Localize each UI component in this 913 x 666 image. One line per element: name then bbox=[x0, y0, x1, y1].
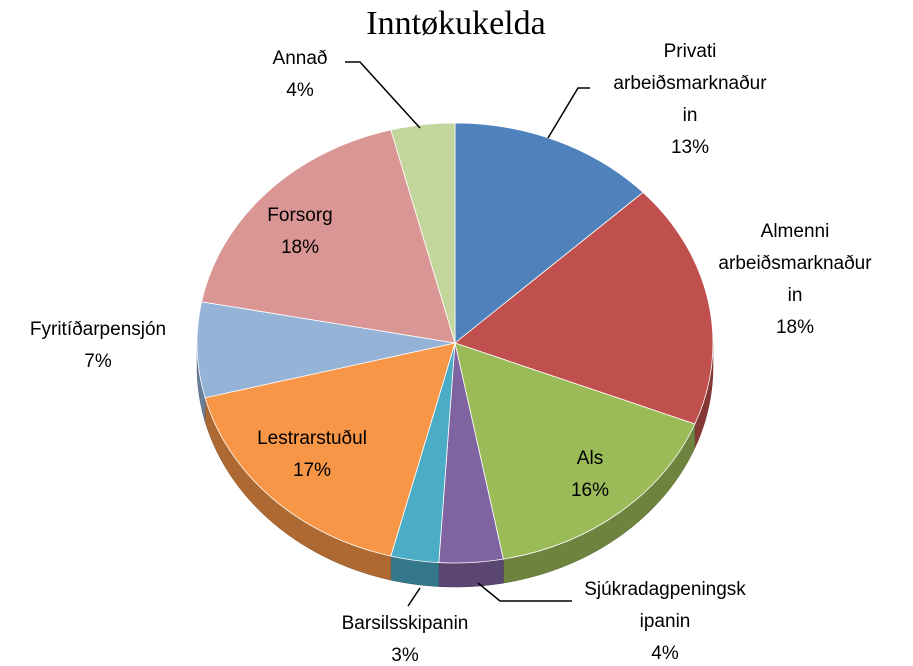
category-label: Als bbox=[576, 448, 604, 469]
category-label: Forsorg bbox=[267, 205, 333, 226]
value-label: 18% bbox=[775, 317, 815, 338]
category-label: Barsilsskipanin bbox=[341, 613, 469, 634]
leader-line bbox=[345, 61, 421, 129]
category-label: Fyritíðarpensjón bbox=[29, 319, 167, 340]
leader-line bbox=[407, 587, 421, 607]
data-label: Privati arbeiðsmarknaður in 13% bbox=[613, 36, 766, 164]
category-label: Privati arbeiðsmarknaður in bbox=[613, 41, 767, 126]
value-label: 4% bbox=[286, 80, 314, 101]
slice bbox=[454, 122, 644, 344]
data-label: Barsilsskipanin 3% bbox=[342, 608, 469, 666]
slice bbox=[454, 191, 714, 425]
value-label: 17% bbox=[292, 460, 332, 481]
leader-line bbox=[547, 87, 590, 139]
chart-title: Inntøkukelda bbox=[366, 5, 546, 42]
value-label: 18% bbox=[280, 237, 320, 258]
value-label: 13% bbox=[670, 137, 710, 158]
data-label: Lestrarstuðul 17% bbox=[257, 423, 367, 487]
data-label: Als 16% bbox=[571, 443, 609, 507]
data-label: Annað 4% bbox=[273, 43, 328, 107]
data-label: Sjúkradagpeningsk ipanin 4% bbox=[584, 574, 746, 666]
data-label: Forsorg 18% bbox=[267, 200, 332, 264]
category-label: Almenni arbeiðsmarknaður in bbox=[718, 221, 872, 306]
category-label: Annað bbox=[272, 48, 328, 69]
category-label: Lestrarstuðul bbox=[257, 428, 367, 449]
leader-line bbox=[477, 582, 572, 602]
value-label: 4% bbox=[651, 643, 679, 664]
value-label: 16% bbox=[570, 480, 610, 501]
value-label: 3% bbox=[391, 645, 419, 666]
category-label: Sjúkradagpeningsk ipanin bbox=[584, 579, 746, 632]
slice bbox=[201, 129, 456, 344]
slice bbox=[390, 122, 456, 344]
data-label: Almenni arbeiðsmarknaður in 18% bbox=[718, 216, 871, 344]
pie-slices bbox=[196, 122, 714, 564]
value-label: 7% bbox=[84, 351, 112, 372]
data-label: Fyritíðarpensjón 7% bbox=[30, 314, 166, 378]
slice bbox=[454, 342, 696, 560]
slice bbox=[204, 342, 456, 557]
slice bbox=[196, 301, 456, 399]
